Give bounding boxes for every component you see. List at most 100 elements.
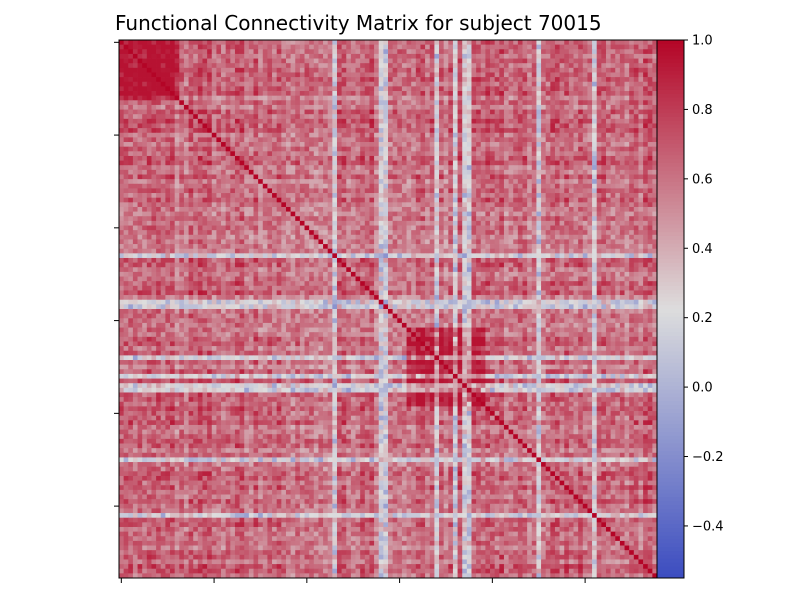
heatmap-cell: [183, 67, 189, 73]
heatmap-cell: [494, 49, 500, 55]
heatmap-cell: [392, 86, 398, 92]
heatmap-cell: [480, 40, 486, 45]
heatmap-cell: [369, 197, 375, 203]
heatmap-cell: [276, 109, 282, 115]
heatmap-cell: [462, 63, 468, 69]
heatmap-cell: [313, 206, 319, 212]
heatmap-cell: [448, 67, 454, 73]
heatmap-cell: [183, 114, 189, 120]
heatmap-cell: [508, 225, 514, 231]
heatmap-cell: [170, 44, 176, 50]
heatmap-cell: [647, 155, 653, 161]
heatmap-cell: [541, 53, 547, 59]
heatmap-cell: [132, 104, 138, 110]
heatmap-cell: [582, 165, 588, 171]
heatmap-cell: [309, 206, 315, 212]
heatmap-cell: [336, 183, 342, 189]
heatmap-cell: [346, 104, 352, 110]
heatmap-cell: [494, 234, 500, 240]
heatmap-cell: [221, 193, 227, 199]
heatmap-cell: [119, 188, 124, 194]
heatmap-cell: [179, 63, 185, 69]
heatmap-cell: [545, 151, 551, 157]
heatmap-cell: [485, 193, 491, 199]
heatmap-cell: [480, 128, 486, 134]
heatmap-cell: [531, 81, 537, 87]
heatmap-cell: [239, 67, 245, 73]
heatmap-cell: [360, 53, 366, 59]
heatmap-cell: [439, 197, 445, 203]
heatmap-cell: [156, 220, 162, 226]
heatmap-cell: [420, 114, 426, 120]
heatmap-cell: [522, 137, 528, 143]
heatmap-cell: [156, 104, 162, 110]
heatmap-cell: [457, 67, 463, 73]
heatmap-cell: [151, 146, 157, 152]
heatmap-cell: [647, 211, 653, 217]
heatmap-cell: [299, 151, 305, 157]
heatmap-cell: [336, 146, 342, 152]
heatmap-cell: [452, 128, 458, 134]
heatmap-cell: [327, 123, 333, 129]
heatmap-cell: [522, 151, 528, 157]
heatmap-cell: [272, 211, 278, 217]
heatmap-cell: [295, 220, 301, 226]
heatmap-cell: [146, 104, 152, 110]
heatmap-cell: [378, 206, 384, 212]
heatmap-cell: [564, 142, 570, 148]
heatmap-cell: [415, 72, 421, 78]
heatmap-cell: [559, 174, 565, 180]
heatmap-cell: [392, 193, 398, 199]
heatmap-cell: [401, 77, 407, 83]
heatmap-cell: [207, 183, 213, 189]
heatmap-cell: [513, 109, 519, 115]
heatmap-cell: [596, 40, 602, 45]
heatmap-cell: [633, 58, 639, 64]
heatmap-cell: [545, 128, 551, 134]
heatmap-cell: [216, 165, 222, 171]
heatmap-cell: [392, 114, 398, 120]
heatmap-cell: [295, 132, 301, 138]
heatmap-cell: [341, 188, 347, 194]
heatmap-cell: [448, 86, 454, 92]
heatmap-cell: [239, 234, 245, 240]
heatmap-cell: [420, 53, 426, 59]
heatmap-cell: [272, 183, 278, 189]
heatmap-cell: [610, 146, 616, 152]
heatmap-cell: [165, 95, 171, 101]
heatmap-cell: [397, 225, 403, 231]
heatmap-cell: [151, 239, 157, 245]
heatmap-cell: [142, 216, 148, 222]
heatmap-cell: [513, 123, 519, 129]
heatmap-cell: [364, 216, 370, 222]
heatmap-cell: [258, 58, 264, 64]
heatmap-cell: [156, 53, 162, 59]
heatmap-cell: [258, 77, 264, 83]
heatmap-cell: [605, 77, 611, 83]
heatmap-cell: [383, 216, 389, 222]
heatmap-cell: [647, 72, 653, 78]
heatmap-cell: [378, 63, 384, 69]
heatmap-cell: [434, 160, 440, 166]
heatmap-cell: [225, 216, 231, 222]
heatmap-cell: [285, 67, 291, 73]
heatmap-cell: [364, 67, 370, 73]
heatmap-cell: [513, 58, 519, 64]
heatmap-cell: [151, 77, 157, 83]
heatmap-cell: [392, 169, 398, 175]
heatmap-cell: [647, 132, 653, 138]
heatmap-cell: [527, 77, 533, 83]
heatmap-cell: [234, 174, 240, 180]
heatmap-cell: [179, 146, 185, 152]
heatmap-cell: [633, 67, 639, 73]
heatmap-cell: [425, 114, 431, 120]
heatmap-cell: [258, 67, 264, 73]
heatmap-cell: [285, 72, 291, 78]
heatmap-cell: [341, 72, 347, 78]
heatmap-cell: [485, 109, 491, 115]
heatmap-cell: [578, 179, 584, 185]
heatmap-cell: [578, 104, 584, 110]
heatmap-cell: [230, 137, 236, 143]
heatmap-cell: [272, 202, 278, 208]
heatmap-cell: [197, 58, 203, 64]
